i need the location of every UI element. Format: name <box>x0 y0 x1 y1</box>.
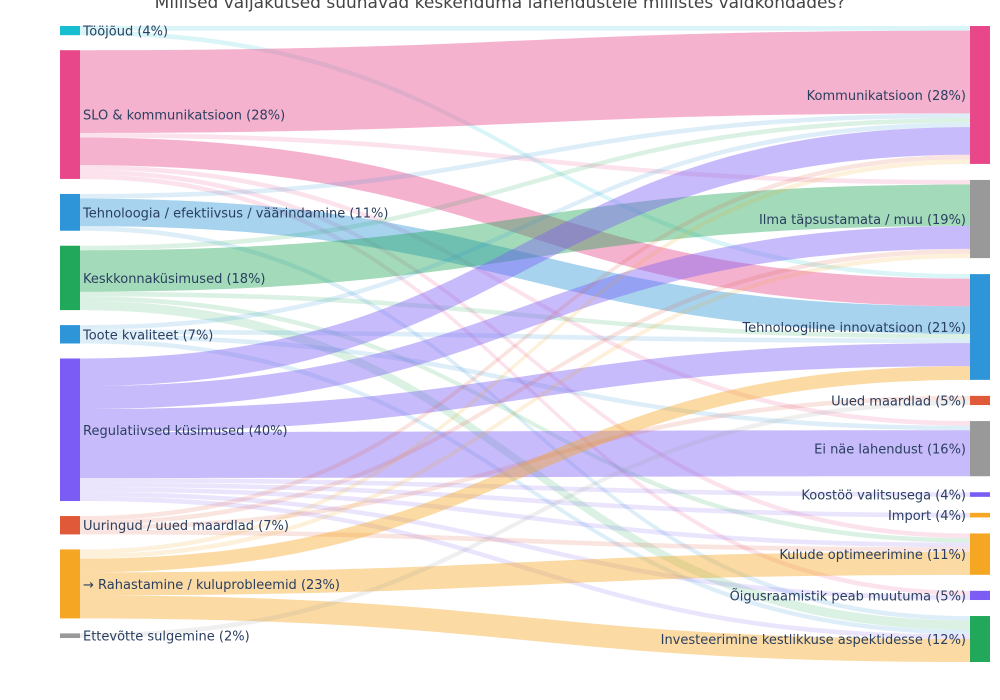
target-node-1[interactable] <box>970 26 990 164</box>
target-label-10: Investeerimine kestlikkuse aspektidesse … <box>661 633 966 648</box>
link-s2-t1[interactable] <box>80 30 970 133</box>
link-s1-t3[interactable] <box>80 30 970 279</box>
source-label-4: Keskkonnaküsimused (18%) <box>83 272 266 287</box>
target-node-5[interactable] <box>970 421 990 477</box>
target-node-9[interactable] <box>970 590 990 601</box>
target-label-5: Ei näe lahendust (16%) <box>814 443 966 458</box>
link-s7-t4[interactable] <box>80 395 970 530</box>
link-s1-t1[interactable] <box>80 26 970 31</box>
link-s2-t8[interactable] <box>80 169 970 539</box>
link-s7-t2[interactable] <box>80 248 970 526</box>
target-node-4[interactable] <box>970 395 990 406</box>
source-label-7: Uuringud / uued maardlad (7%) <box>83 519 289 534</box>
link-s8-t8[interactable] <box>80 551 970 596</box>
target-node-7[interactable] <box>970 512 990 518</box>
labels-layer: Tööjõud (4%) SLO & kommunikatsioon (28%) T… <box>82 25 966 648</box>
source-node-3[interactable] <box>60 193 80 231</box>
source-node-8[interactable] <box>60 549 80 619</box>
link-s4-t8[interactable] <box>80 296 970 543</box>
link-s9-t4[interactable] <box>80 400 970 638</box>
link-s4-t3[interactable] <box>80 291 970 339</box>
link-s4-t1[interactable] <box>80 117 970 251</box>
target-node-2[interactable] <box>970 179 990 259</box>
target-label-8: Kulude optimeerimine (11%) <box>779 548 966 563</box>
target-label-9: Õigusraamistik peab muutuma (5%) <box>730 588 966 604</box>
link-s8-t2[interactable] <box>80 253 970 559</box>
link-s5-t5[interactable] <box>80 334 970 431</box>
link-s2-t5[interactable] <box>80 165 970 426</box>
link-s6-t8[interactable] <box>80 487 970 548</box>
target-label-1: Kommunikatsioon (28%) <box>807 89 966 104</box>
target-label-2: Ilma täpsustamata / muu (19%) <box>759 213 966 228</box>
link-s6-t9[interactable] <box>80 491 970 601</box>
links-layer <box>80 26 970 662</box>
link-s8-t10[interactable] <box>80 595 970 662</box>
link-s3-t3[interactable] <box>80 198 970 334</box>
chart-title: Millised väljakutsed suunavad keskenduma… <box>154 0 846 13</box>
source-label-5: Toote kvaliteet (7%) <box>82 328 213 343</box>
source-node-9[interactable] <box>60 633 80 638</box>
link-s5-t10[interactable] <box>80 338 970 635</box>
source-node-4[interactable] <box>60 245 80 311</box>
link-s5-t3[interactable] <box>80 329 970 344</box>
link-s8-t3[interactable] <box>80 366 970 573</box>
source-node-5[interactable] <box>60 325 80 344</box>
link-s6-t7[interactable] <box>80 482 970 518</box>
source-node-6[interactable] <box>60 358 80 502</box>
source-label-9: Ettevõtte sulgemine (2%) <box>83 630 250 645</box>
nodes-layer <box>60 26 990 662</box>
link-s3-t1[interactable] <box>80 113 970 199</box>
link-s2-t2[interactable] <box>80 132 970 185</box>
target-node-6[interactable] <box>970 492 990 497</box>
source-node-2[interactable] <box>60 50 80 179</box>
link-s6-t1[interactable] <box>80 127 970 387</box>
source-label-3: Tehnoloogia / efektiivsus / väärindamine… <box>82 206 388 221</box>
link-s7-t1[interactable] <box>80 154 970 521</box>
source-label-1: Tööjõud (4%) <box>82 25 168 40</box>
link-s6-t5[interactable] <box>80 430 970 479</box>
target-node-8[interactable] <box>970 533 990 575</box>
link-s3-t10[interactable] <box>80 226 970 621</box>
source-label-8: → Rahastamine / kuluprobleemid (23%) <box>83 578 340 593</box>
link-s8-t1[interactable] <box>80 159 970 555</box>
link-s4-t10[interactable] <box>80 300 970 630</box>
source-label-2: SLO & kommunikatsioon (28%) <box>83 109 285 124</box>
source-node-1[interactable] <box>60 26 80 36</box>
link-s6-t6[interactable] <box>80 478 970 497</box>
link-s4-t2[interactable] <box>80 184 970 292</box>
link-s2-t9[interactable] <box>80 174 970 596</box>
source-node-7[interactable] <box>60 516 80 535</box>
link-s6-t3[interactable] <box>80 343 970 433</box>
target-label-3: Tehnoloogiline innovatsioon (21%) <box>741 321 966 336</box>
link-s6-t10[interactable] <box>80 496 970 640</box>
target-label-6: Koostöö valitsusega (4%) <box>801 489 966 504</box>
target-label-4: Uued maardlad (5%) <box>831 394 966 409</box>
source-label-6: Regulatiivsed küsimused (40%) <box>83 424 288 439</box>
target-label-7: Import (4%) <box>888 509 966 524</box>
target-node-3[interactable] <box>970 274 990 380</box>
link-s7-t8[interactable] <box>80 529 970 552</box>
link-s2-t3[interactable] <box>80 137 970 307</box>
link-s5-t1[interactable] <box>80 122 970 330</box>
link-s6-t2[interactable] <box>80 225 970 410</box>
target-node-10[interactable] <box>970 616 990 662</box>
